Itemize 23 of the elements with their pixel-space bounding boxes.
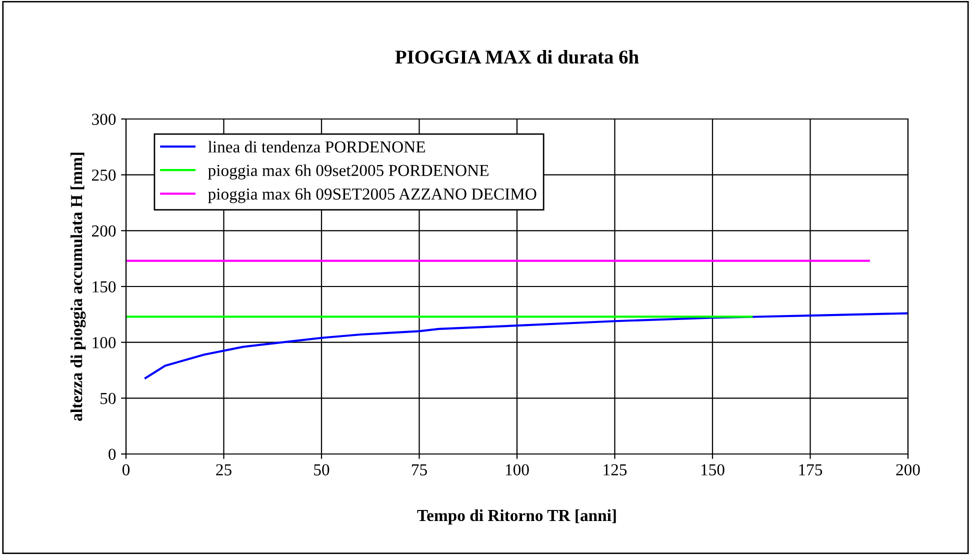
y-tick-label: 200 <box>92 225 116 237</box>
y-tick-label: 300 <box>92 114 116 125</box>
legend-label: pioggia max 6h 09set2005 PORDENONE <box>208 164 488 180</box>
x-tick-label: 200 <box>896 464 920 476</box>
x-tick-label: 175 <box>799 464 822 476</box>
y-tick-label: 0 <box>108 448 116 460</box>
chart-title: PIOGGIA MAX di durata 6h <box>395 50 639 64</box>
y-axis-title: altezza di pioggia accumulata H [mm] <box>70 152 86 421</box>
x-tick-label: 0 <box>122 464 130 476</box>
x-axis-title: Tempo di Ritorno TR [anni] <box>417 509 616 525</box>
x-tick-label: 125 <box>604 464 627 476</box>
y-tick-label: 100 <box>92 337 116 348</box>
y-tick-label: 150 <box>92 281 116 292</box>
x-tick-label: 25 <box>216 464 232 476</box>
x-tick-label: 75 <box>412 464 427 476</box>
y-tick-label: 50 <box>100 392 116 404</box>
x-tick-label: 150 <box>701 464 724 476</box>
x-tick-label: 50 <box>314 464 330 476</box>
x-tick-label: 100 <box>506 464 529 476</box>
y-tick-label: 250 <box>92 170 116 181</box>
line-series <box>144 312 908 380</box>
legend-label: pioggia max 6h 09SET2005 AZZANO DECIMO <box>208 188 536 204</box>
legend-label: linea di tendenza PORDENONE <box>208 140 425 153</box>
